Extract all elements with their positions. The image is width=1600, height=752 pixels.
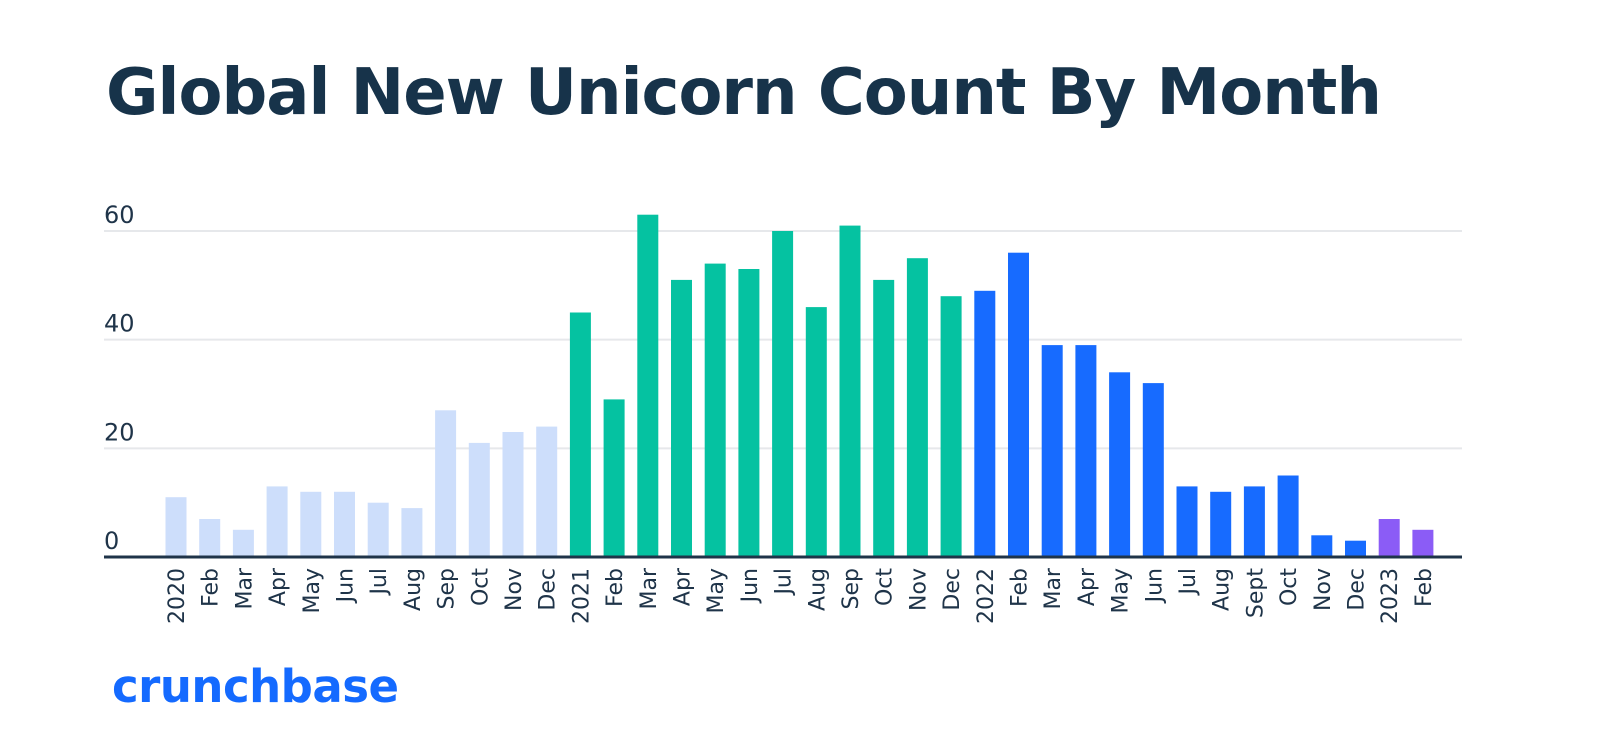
x-tick-label: Jul [1176, 568, 1201, 597]
x-tick-label: 2022 [974, 568, 999, 624]
x-tick-label: Mar [637, 567, 662, 609]
bar [502, 432, 524, 557]
bar [1041, 345, 1063, 557]
x-tick-label: Sep [435, 568, 460, 609]
bar [1142, 383, 1164, 557]
x-tick-label: Sept [1243, 568, 1268, 618]
x-tick-label: Nov [502, 568, 527, 611]
x-tick-label: Dec [1345, 568, 1370, 611]
bar [637, 214, 659, 557]
x-tick-label: Apr [1075, 567, 1100, 606]
bar [873, 279, 895, 557]
x-tick-label: Dec [536, 568, 561, 611]
x-tick-label: Aug [1210, 568, 1235, 611]
x-tick-label: Nov [906, 568, 931, 611]
bar [1378, 519, 1400, 557]
bar [300, 491, 322, 557]
x-tick-label: Aug [805, 568, 830, 611]
bar [738, 269, 760, 557]
x-tick-label: Apr [266, 567, 291, 606]
y-tick-label: 0 [104, 527, 119, 555]
bar [536, 426, 558, 557]
bar [435, 410, 457, 557]
bar [603, 399, 625, 557]
x-tick-label: Oct [1277, 568, 1302, 606]
y-tick-label: 40 [104, 310, 135, 338]
bar [1243, 486, 1265, 557]
y-tick-label: 20 [104, 418, 135, 446]
x-tick-label: Apr [671, 567, 696, 606]
x-tick-label: 2021 [569, 568, 594, 624]
bar [1176, 486, 1198, 557]
x-tick-label: Feb [1412, 568, 1437, 607]
bar [334, 491, 355, 557]
x-tick-label: Feb [199, 568, 224, 607]
bar [805, 307, 827, 557]
x-tick-label: Jul [367, 568, 392, 597]
bar [367, 502, 389, 557]
bar [839, 225, 861, 557]
y-tick-label: 60 [104, 201, 135, 229]
x-tick-label: Feb [603, 568, 628, 607]
bar [199, 519, 221, 557]
x-tick-label: Dec [940, 568, 965, 611]
bar [1277, 475, 1299, 557]
bar [772, 231, 794, 557]
x-tick-label: May [1109, 568, 1134, 613]
chart-title: Global New Unicorn Count By Month [106, 56, 1382, 130]
bar [974, 290, 996, 557]
bar [1311, 535, 1333, 557]
x-tick-label: Jun [334, 568, 359, 604]
x-tick-label: Nov [1311, 568, 1336, 611]
bar [1008, 252, 1029, 557]
x-tick-label: 2023 [1378, 568, 1403, 624]
x-tick-label: Mar [1041, 567, 1066, 609]
x-tick-label: Sep [839, 568, 864, 609]
bar [401, 508, 423, 557]
bar [266, 486, 288, 557]
x-tick-label: Oct [873, 568, 898, 606]
bar [906, 258, 928, 557]
bar [1345, 540, 1366, 557]
bar [1412, 529, 1434, 557]
bar [940, 296, 962, 557]
x-tick-label: Mar [232, 567, 257, 609]
x-tick-label: Jun [1142, 568, 1167, 604]
bar [671, 279, 692, 557]
x-tick-label: 2020 [165, 568, 190, 624]
x-tick-label: Aug [401, 568, 426, 611]
x-tick-label: May [704, 568, 729, 613]
x-tick-label: Feb [1008, 568, 1033, 607]
x-tick-label: Jul [772, 568, 797, 597]
x-tick-label: Jun [738, 568, 763, 604]
x-axis-ticks: 2020 Feb Mar Apr May Jun Jul Aug Sep Oct Nov Dec 202… [165, 567, 1437, 624]
bar [1075, 345, 1097, 557]
y-axis-ticks: 0 20 40 60 [104, 201, 135, 555]
bar [704, 263, 726, 557]
bar [232, 529, 254, 557]
bars [165, 214, 1434, 557]
x-tick-label: May [300, 568, 325, 613]
bar [569, 312, 591, 557]
crunchbase-logo: crunchbase [112, 660, 399, 713]
x-tick-label: Oct [468, 568, 493, 606]
bar [1210, 491, 1232, 557]
bar [1109, 372, 1131, 557]
bar [468, 442, 490, 557]
bar [165, 497, 187, 557]
